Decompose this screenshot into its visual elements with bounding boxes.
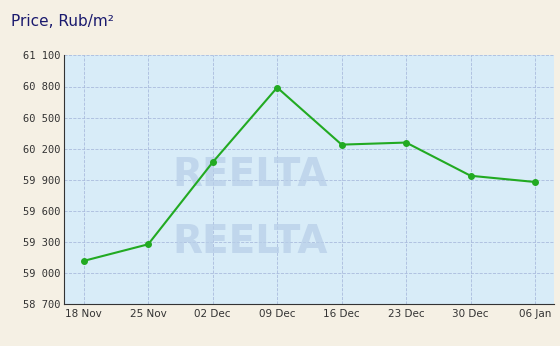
Text: REELTA: REELTA bbox=[173, 156, 328, 194]
Text: REELTA: REELTA bbox=[173, 223, 328, 261]
Text: Price, Rub/m²: Price, Rub/m² bbox=[11, 14, 114, 29]
